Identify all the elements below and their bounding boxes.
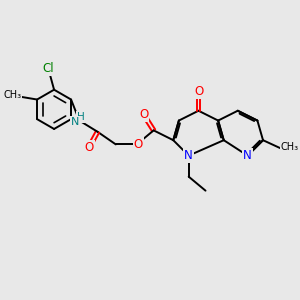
Text: O: O <box>85 141 94 154</box>
Text: CH₃: CH₃ <box>3 90 22 100</box>
Text: O: O <box>139 108 148 122</box>
Text: CH₃: CH₃ <box>280 142 299 152</box>
Text: N: N <box>243 149 252 162</box>
Text: H: H <box>77 112 85 122</box>
Text: N: N <box>71 117 79 127</box>
Text: O: O <box>134 138 143 151</box>
Text: O: O <box>194 85 203 98</box>
Text: Cl: Cl <box>43 61 54 75</box>
Text: N: N <box>184 149 193 162</box>
